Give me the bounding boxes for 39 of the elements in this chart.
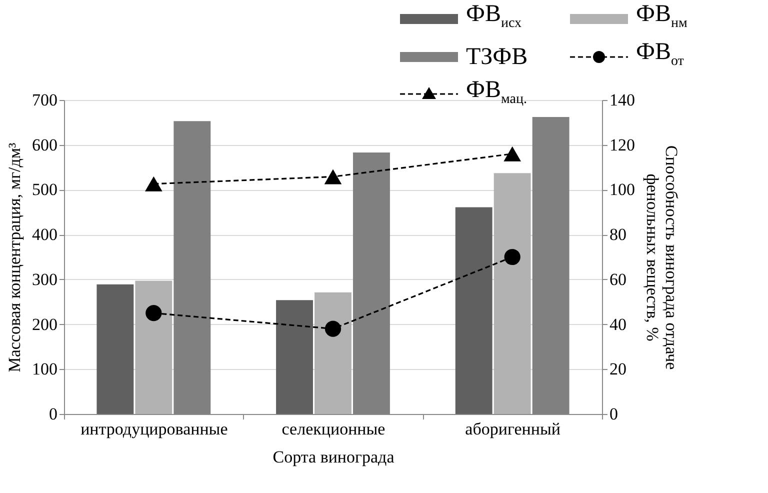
y-tick-label: 400 [32,225,58,244]
y-tick-label: 600 [32,135,58,154]
point [324,169,342,184]
bar [455,207,492,414]
point [504,146,521,162]
y-tick-label: 100 [32,360,58,379]
y-tick-label: 300 [32,270,58,289]
point [146,305,162,322]
legend-label: ФВ$_{исх}$ [466,0,522,33]
y-tick-label: 200 [32,314,58,334]
legend-label: ФВ$_{мац.}$ [466,76,527,108]
legend-label: ТЗФВ [466,42,528,71]
y-tick-label: 0 [49,404,58,424]
legend-label: ФВ$_{от}$ [636,38,684,71]
bar [276,300,313,414]
bar [96,284,134,414]
y2-axis-title: Способность винограда отдаче фенольных веществ, % [643,145,681,370]
point [504,248,520,266]
point [324,320,342,337]
x-tick-label: аборигенный [465,420,560,438]
y-tick-label: 700 [32,90,58,110]
x-tick-label: селекционные [282,420,386,438]
legend-label: ФВ$_{нм}$ [636,0,688,33]
y2-tick-label: 60 [610,270,626,289]
y2-tick-label: 100 [610,180,635,200]
y2-tick-label: 120 [610,135,635,154]
y-axis-title: Массовая концентрация, мг/дм³ [5,142,24,372]
x-tick-label: интродуцированные [80,420,228,438]
bar [135,280,172,414]
y2-tick-label: 80 [610,225,626,244]
bar [494,173,531,414]
bar [314,292,352,414]
x-axis-title: Сорта винограда [272,448,395,466]
point [145,176,162,192]
y2-tick-label: 0 [610,404,618,424]
y2-tick-label: 20 [610,360,626,379]
y2-tick-label: 40 [610,314,626,334]
y2-tick-label: 140 [610,90,635,110]
y-tick-label: 500 [32,180,58,200]
